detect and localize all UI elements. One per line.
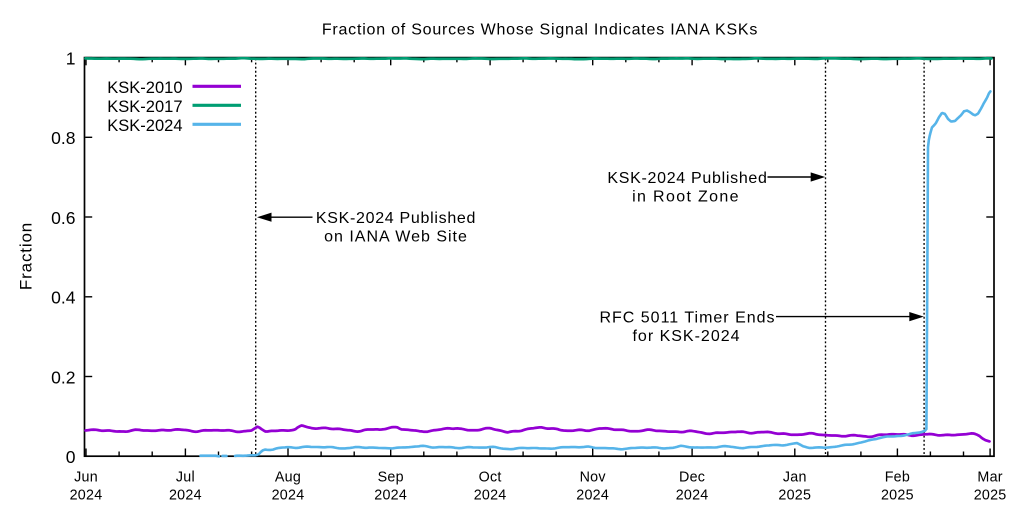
svg-text:Jun: Jun	[74, 469, 98, 485]
svg-text:KSK-2024 Published: KSK-2024 Published	[607, 170, 767, 187]
svg-text:2024: 2024	[676, 487, 709, 503]
svg-text:Mar: Mar	[977, 469, 1002, 485]
svg-text:2024: 2024	[169, 487, 202, 503]
svg-text:Nov: Nov	[580, 469, 607, 485]
svg-text:Fraction of Sources Whose Sign: Fraction of Sources Whose Signal Indicat…	[322, 22, 758, 39]
svg-text:0.4: 0.4	[51, 288, 76, 308]
svg-text:Jan: Jan	[783, 469, 807, 485]
svg-text:KSK-2024 Published: KSK-2024 Published	[316, 210, 476, 227]
svg-text:RFC 5011 Timer Ends: RFC 5011 Timer Ends	[599, 310, 775, 327]
svg-text:Fraction: Fraction	[17, 222, 36, 290]
svg-text:2024: 2024	[374, 487, 407, 503]
svg-text:Sep: Sep	[378, 469, 404, 485]
svg-text:KSK-2017: KSK-2017	[107, 98, 182, 116]
svg-text:2024: 2024	[576, 487, 609, 503]
svg-text:KSK-2024: KSK-2024	[107, 117, 182, 135]
svg-text:0.6: 0.6	[51, 208, 75, 228]
svg-text:Dec: Dec	[679, 469, 705, 485]
svg-text:KSK-2010: KSK-2010	[107, 79, 182, 97]
svg-text:0.2: 0.2	[51, 367, 75, 387]
svg-text:2025: 2025	[881, 487, 914, 503]
svg-text:Jul: Jul	[176, 469, 195, 485]
svg-text:on IANA Web Site: on IANA Web Site	[324, 229, 468, 246]
svg-text:2024: 2024	[70, 487, 103, 503]
svg-text:Feb: Feb	[885, 469, 910, 485]
svg-text:2025: 2025	[974, 487, 1007, 503]
svg-text:Oct: Oct	[479, 469, 502, 485]
svg-text:for KSK-2024: for KSK-2024	[632, 328, 740, 345]
svg-text:1: 1	[66, 48, 76, 68]
svg-text:Aug: Aug	[275, 469, 301, 485]
svg-text:2024: 2024	[474, 487, 507, 503]
svg-text:0.8: 0.8	[51, 128, 75, 148]
svg-text:2025: 2025	[778, 487, 811, 503]
svg-text:0: 0	[66, 447, 76, 467]
svg-text:in Root Zone: in Root Zone	[632, 189, 740, 206]
svg-text:2024: 2024	[272, 487, 305, 503]
